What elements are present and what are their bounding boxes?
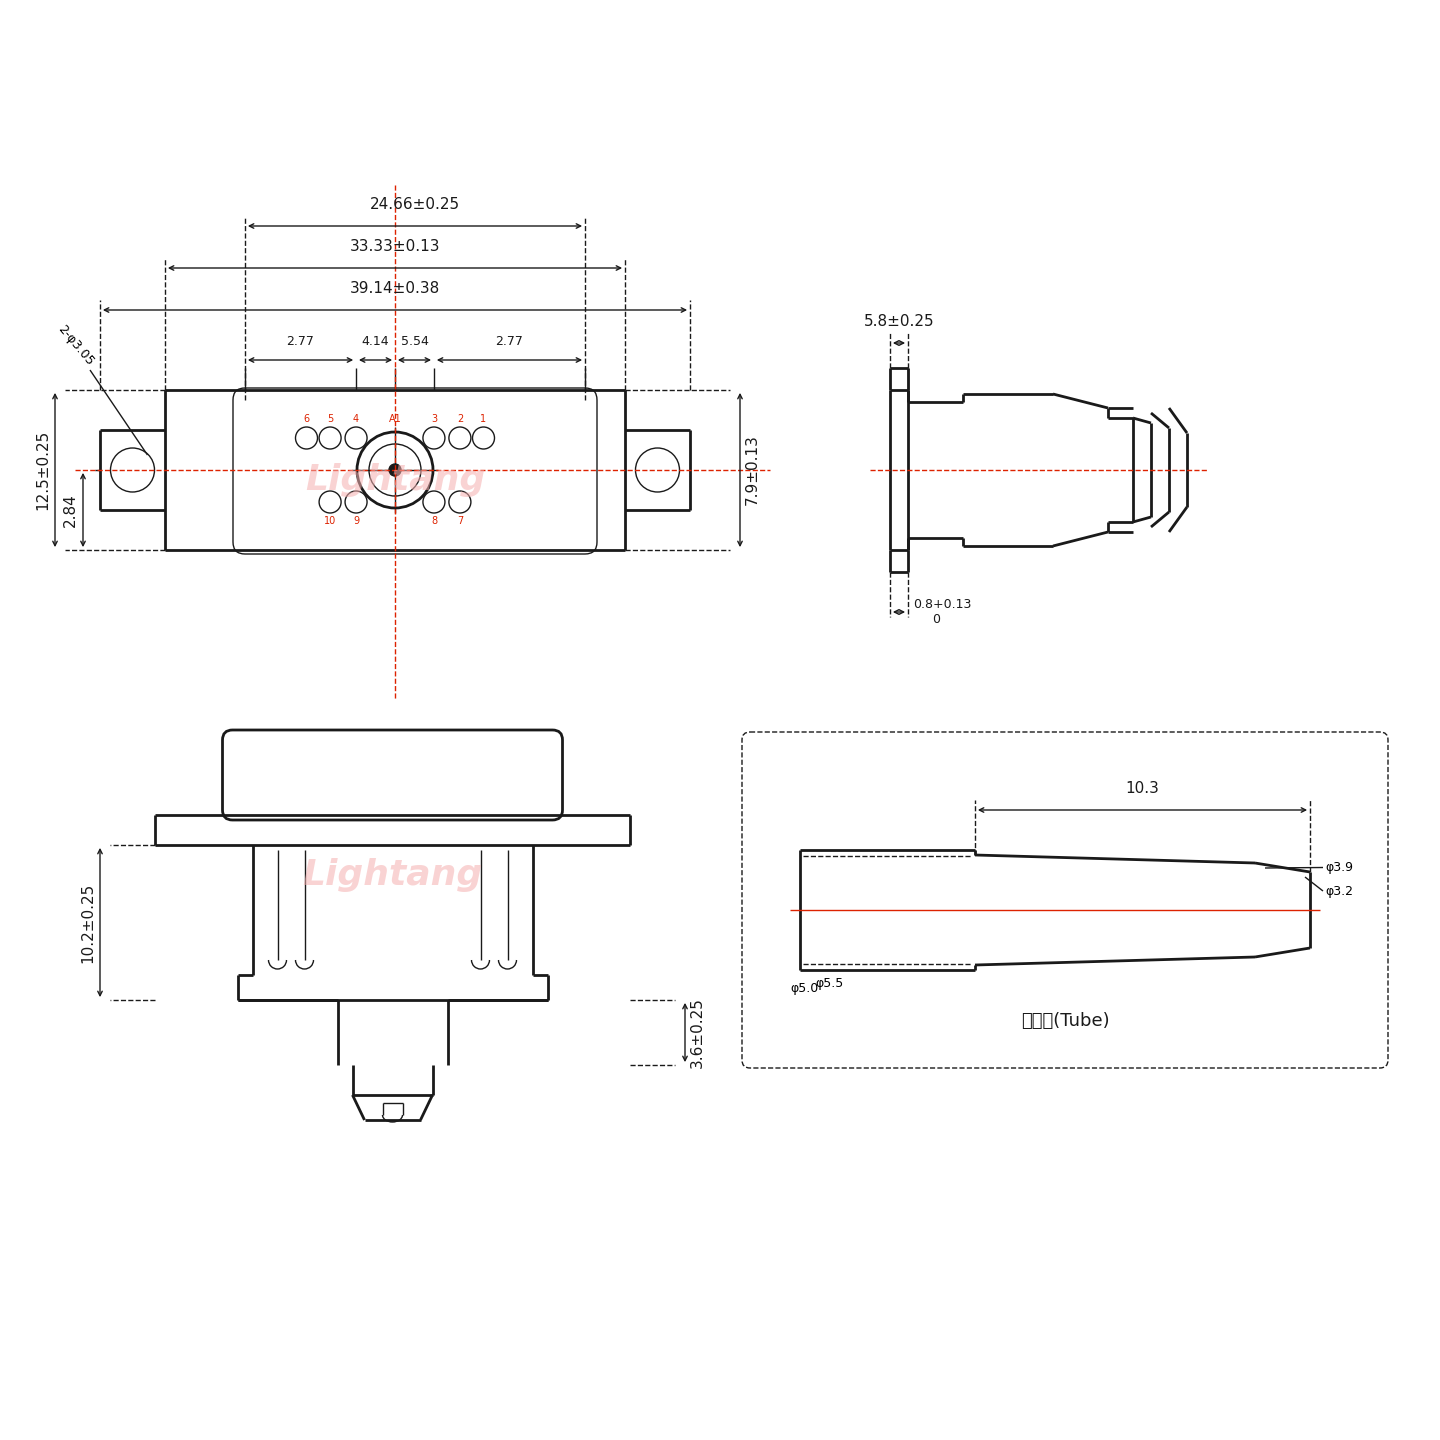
Text: Lightang: Lightang: [305, 464, 485, 497]
Text: 33.33±0.13: 33.33±0.13: [350, 239, 441, 253]
Text: φ3.2: φ3.2: [1325, 884, 1354, 897]
Text: 8: 8: [431, 516, 436, 526]
Text: 2.77: 2.77: [495, 336, 523, 348]
Text: 7: 7: [456, 516, 464, 526]
Text: 2.77: 2.77: [287, 336, 314, 348]
Text: 1: 1: [481, 415, 487, 423]
Text: φ5.5: φ5.5: [815, 976, 844, 991]
Text: 7.9±0.13: 7.9±0.13: [744, 435, 760, 505]
Text: 12.5±0.25: 12.5±0.25: [35, 431, 50, 510]
Text: 4: 4: [353, 415, 359, 423]
Text: 4.14: 4.14: [361, 336, 389, 348]
Circle shape: [389, 464, 400, 477]
Text: 10: 10: [324, 516, 336, 526]
Text: 5: 5: [327, 415, 333, 423]
Text: 6: 6: [304, 415, 310, 423]
Text: 2.84: 2.84: [63, 492, 78, 527]
Text: 0.8+0.13
     0: 0.8+0.13 0: [913, 598, 972, 626]
Text: 10.3: 10.3: [1126, 780, 1159, 796]
Text: 3: 3: [431, 415, 436, 423]
Text: Lightang: Lightang: [302, 858, 482, 891]
Text: 3.6±0.25: 3.6±0.25: [690, 996, 706, 1068]
Text: φ5.0: φ5.0: [791, 982, 818, 995]
Text: 屏蔽管(Tube): 屏蔽管(Tube): [1021, 1012, 1109, 1030]
Text: 39.14±0.38: 39.14±0.38: [350, 281, 441, 297]
Text: 10.2±0.25: 10.2±0.25: [81, 883, 95, 962]
Text: φ3.9: φ3.9: [1325, 861, 1354, 874]
Text: 5.8±0.25: 5.8±0.25: [864, 314, 935, 328]
Text: 24.66±0.25: 24.66±0.25: [370, 197, 459, 212]
Text: 2: 2: [456, 415, 464, 423]
Text: 9: 9: [353, 516, 359, 526]
Text: 5.54: 5.54: [400, 336, 429, 348]
Text: 2-φ3.05: 2-φ3.05: [55, 323, 96, 367]
Text: A1: A1: [389, 415, 402, 423]
